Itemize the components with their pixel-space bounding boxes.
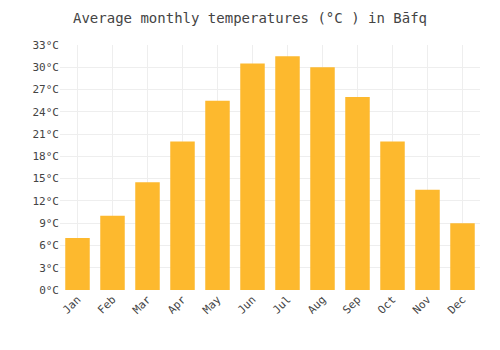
svg-text:Sep: Sep (340, 293, 363, 316)
svg-text:0°C: 0°C (39, 284, 59, 297)
svg-text:3°C: 3°C (39, 262, 59, 275)
svg-text:Jun: Jun (235, 293, 258, 316)
svg-text:15°C: 15°C (33, 172, 60, 185)
svg-text:33°C: 33°C (33, 39, 60, 52)
svg-text:Nov: Nov (410, 293, 434, 317)
svg-text:Feb: Feb (95, 293, 118, 316)
svg-text:Mar: Mar (130, 293, 154, 317)
svg-text:Apr: Apr (165, 293, 189, 317)
svg-text:30°C: 30°C (33, 61, 60, 74)
svg-text:Dec: Dec (445, 293, 468, 316)
svg-text:Aug: Aug (305, 293, 328, 316)
svg-text:21°C: 21°C (33, 128, 60, 141)
svg-text:Oct: Oct (375, 293, 398, 316)
svg-text:6°C: 6°C (39, 239, 59, 252)
svg-text:24°C: 24°C (33, 106, 60, 119)
svg-text:18°C: 18°C (33, 150, 60, 163)
svg-text:Jul: Jul (270, 293, 293, 316)
svg-text:27°C: 27°C (33, 83, 60, 96)
svg-text:12°C: 12°C (33, 195, 60, 208)
svg-text:Average monthly temperatures (: Average monthly temperatures (°C ) in Bā… (73, 10, 427, 26)
svg-text:May: May (200, 293, 224, 317)
svg-text:Jan: Jan (60, 293, 83, 316)
svg-text:9°C: 9°C (39, 217, 59, 230)
